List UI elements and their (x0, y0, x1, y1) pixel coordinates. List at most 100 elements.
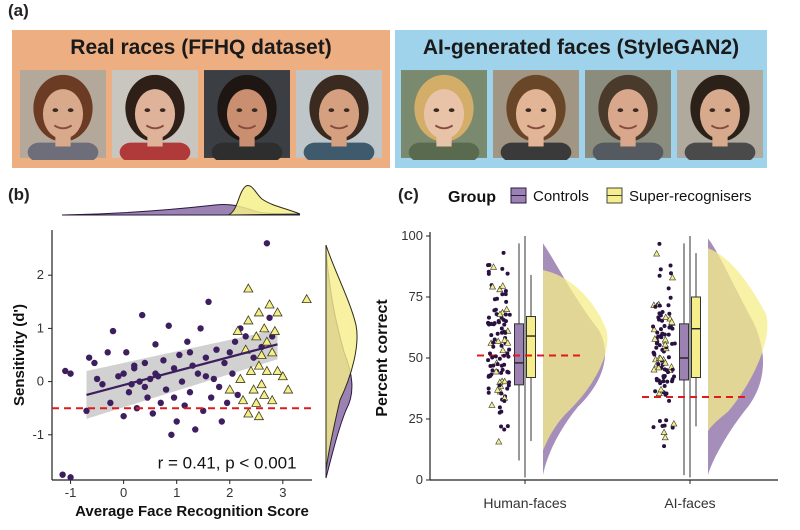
control-rain-point (662, 367, 667, 372)
control-rain-point (668, 263, 673, 268)
control-rain-point (662, 444, 667, 449)
control-point (205, 298, 212, 306)
control-point (131, 365, 138, 372)
control-rain-point (653, 304, 658, 309)
real-face-1-photo (20, 68, 106, 160)
super-rain-point (668, 273, 676, 281)
control-rain-point (657, 273, 662, 278)
ai-faces-banner: AI-generated faces (StyleGAN2) (395, 30, 767, 168)
control-rain-point (653, 389, 658, 394)
control-rain-point (657, 311, 662, 316)
super-point (282, 384, 294, 394)
super-rain-point (488, 401, 496, 408)
control-point (160, 357, 167, 364)
y-tick-label: 2 (37, 267, 44, 282)
ai-face-1-photo (401, 68, 487, 160)
super-rain-point (504, 339, 512, 346)
control-rain-point (663, 392, 668, 397)
super-violin (708, 248, 768, 432)
control-point (165, 322, 172, 329)
real-faces-banner: Real races (FFHQ dataset) (12, 30, 390, 168)
control-point (120, 412, 127, 420)
control-rain-point (500, 266, 505, 271)
super-point (224, 384, 235, 394)
super-rain-point (661, 359, 669, 366)
control-rain-point (486, 321, 491, 326)
super-rain-point (494, 386, 502, 393)
control-point (266, 314, 273, 321)
y-tick-label: -1 (32, 427, 44, 442)
control-point (67, 370, 74, 377)
rc-y-tick-label: 50 (409, 350, 423, 365)
super-rain-point (489, 282, 497, 290)
control-rain-point (495, 331, 500, 336)
panel-label-b: (b) (8, 185, 30, 204)
control-point (202, 373, 210, 380)
control-rain-point (499, 326, 504, 331)
control-rain-point (670, 367, 675, 372)
super-rain-point (651, 335, 659, 342)
control-rain-point (651, 425, 656, 430)
super-point (267, 394, 278, 405)
super-point (232, 325, 243, 335)
controls-box (514, 323, 524, 386)
control-rain-point (488, 363, 493, 368)
control-point (139, 311, 146, 319)
control-rain-point (662, 383, 667, 388)
rc-y-tick-label: 25 (409, 411, 423, 426)
control-rain-point (487, 351, 492, 356)
super-y-density (325, 244, 358, 471)
control-rain-point (502, 399, 507, 404)
legend-controls-label: Controls (533, 188, 589, 205)
control-rain-point (660, 423, 665, 428)
control-point (223, 399, 231, 407)
super-point (253, 307, 265, 317)
control-point (194, 370, 202, 377)
control-rain-point (499, 391, 504, 396)
super-rain-point (495, 437, 503, 445)
control-rain-point (656, 362, 661, 367)
control-rain-point (656, 334, 661, 339)
control-rain-point (505, 351, 510, 356)
control-rain-point (499, 343, 504, 348)
super-point (243, 408, 254, 418)
control-rain-point (668, 271, 673, 276)
control-point (197, 325, 204, 332)
control-rain-point (505, 386, 510, 391)
rc-y-tick-label: 75 (409, 289, 423, 304)
super-rain-point (661, 433, 669, 441)
real-face-2-photo (112, 68, 198, 160)
control-rain-point (493, 354, 498, 359)
control-point (173, 418, 180, 425)
category-label: Human-faces (483, 495, 566, 511)
super-point (235, 373, 246, 383)
super-rain-point (501, 377, 509, 385)
super-rain-point (496, 285, 504, 293)
control-rain-point (502, 427, 507, 432)
control-rain-point (667, 311, 672, 316)
super-point (243, 283, 254, 293)
control-point (91, 359, 98, 367)
control-point (202, 354, 210, 361)
control-rain-point (651, 324, 656, 329)
control-rain-point (654, 341, 659, 346)
control-point (144, 394, 151, 401)
control-point (104, 349, 111, 356)
regression-line (86, 343, 278, 396)
control-rain-point (666, 303, 671, 308)
super-rain-point (660, 428, 668, 436)
control-point (59, 471, 66, 478)
super-point (267, 347, 278, 357)
panel-label-a: (a) (8, 1, 29, 20)
control-rain-point (666, 355, 671, 360)
control-rain-point (486, 390, 491, 395)
control-point (85, 354, 93, 361)
control-point (263, 240, 271, 247)
control-point (210, 375, 218, 383)
control-rain-point (486, 374, 491, 379)
control-rain-point (502, 322, 507, 327)
control-rain-point (664, 418, 669, 423)
super-rain-point (499, 282, 507, 289)
control-rain-point (658, 327, 663, 332)
control-rain-point (662, 324, 667, 329)
